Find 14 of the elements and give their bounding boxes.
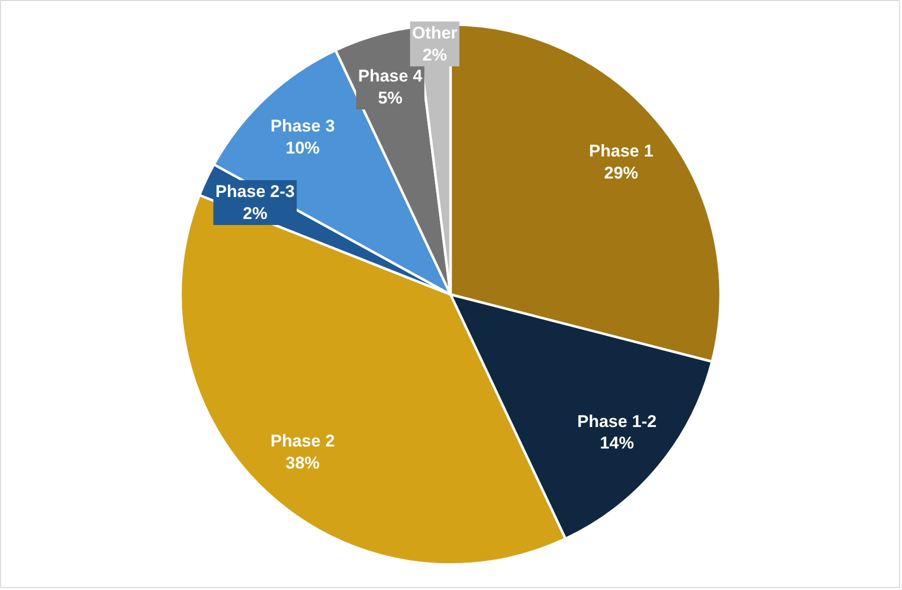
data-label: 29% [604,164,638,183]
data-label: 38% [286,453,320,472]
slice-label: Phase 3 [270,116,335,136]
data-label: 14% [600,434,634,453]
slice-label: Phase 1 [589,142,654,161]
slice-label: Phase 1-2 [577,412,657,431]
data-label: 2% [242,204,268,223]
slice-label: Other [412,23,458,42]
data-label: 5% [378,88,403,108]
data-label: 2% [422,45,448,64]
data-label: 10% [286,138,320,158]
slice-label: Phase 2-3 [215,182,295,202]
slice-label: Phase 2 [270,432,335,451]
slice-label: Phase 4 [358,66,423,86]
